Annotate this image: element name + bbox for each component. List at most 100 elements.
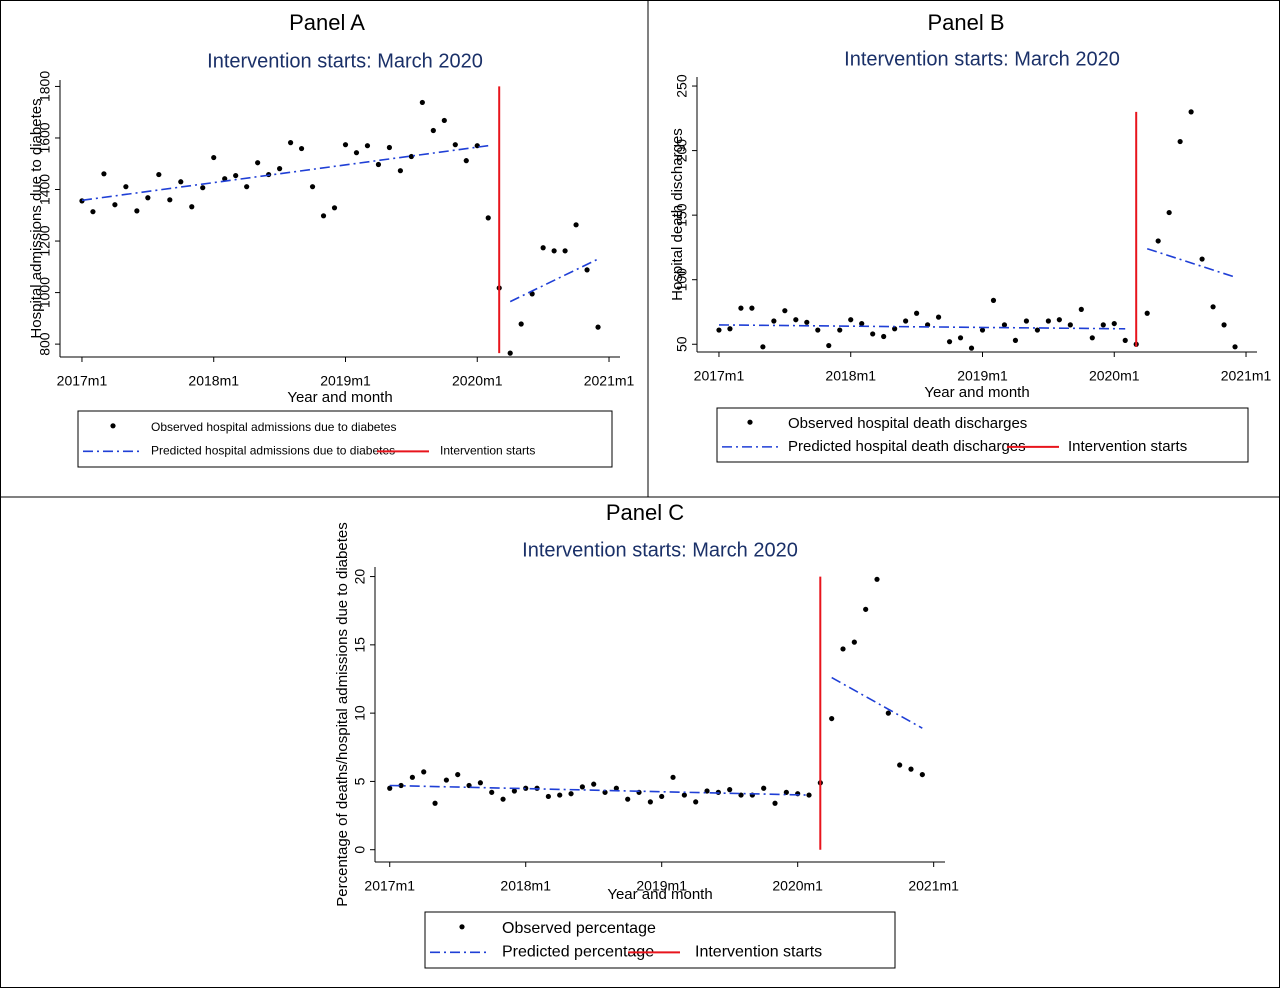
legend-marker: [459, 924, 465, 930]
y-tick-label: 800: [37, 332, 53, 356]
observed-point: [782, 308, 788, 314]
y-tick-label: 150: [674, 203, 690, 227]
observed-point: [1023, 318, 1030, 324]
x-tick-label: 2020m1: [452, 373, 503, 389]
observed-point: [892, 326, 898, 332]
observed-point: [455, 771, 461, 778]
observed-point: [1089, 335, 1095, 341]
observed-point: [529, 291, 535, 297]
observed-point: [625, 796, 631, 802]
observed-point: [90, 209, 96, 215]
observed-point: [859, 320, 865, 327]
observed-point: [783, 789, 789, 795]
observed-point: [375, 161, 382, 168]
observed-point: [670, 774, 676, 780]
observed-point: [178, 179, 184, 185]
observed-point: [760, 344, 766, 350]
subtitle: Intervention starts: March 2020: [207, 50, 483, 72]
observed-point: [211, 154, 217, 161]
observed-point: [1001, 322, 1008, 328]
x-tick-label: 2019m1: [957, 368, 1008, 384]
observed-point: [463, 158, 469, 164]
observed-point: [659, 793, 665, 800]
observed-point: [112, 202, 118, 208]
x-axis-label: Year and month: [924, 384, 1029, 401]
legend-label: Observed percentage: [502, 920, 656, 937]
observed-point: [511, 788, 517, 794]
observed-point: [518, 321, 524, 327]
observed-point: [613, 785, 619, 791]
y-axis-label: Percentage of deaths/hospital admissions…: [334, 522, 351, 906]
observed-point: [419, 99, 425, 106]
observed-point: [716, 327, 722, 333]
observed-point: [562, 248, 568, 254]
observed-point: [1078, 306, 1084, 312]
observed-point: [957, 335, 964, 341]
observed-point: [398, 782, 404, 789]
observed-point: [485, 215, 491, 221]
observed-point: [919, 771, 925, 778]
y-axis-label: Hospital admissions due to diabetes: [28, 98, 45, 338]
predicted-line: [509, 258, 599, 303]
observed-point: [1067, 322, 1073, 328]
subtitle: Intervention starts: March 2020: [522, 539, 798, 561]
y-tick-label: 50: [674, 336, 690, 352]
observed-point: [1199, 256, 1205, 262]
observed-point: [1034, 327, 1040, 333]
observed-point: [874, 576, 880, 582]
observed-point: [848, 317, 854, 323]
observed-point: [1056, 317, 1062, 323]
observed-point: [903, 318, 909, 324]
observed-point: [591, 781, 597, 787]
observed-point: [557, 792, 563, 798]
panel-title: Panel C: [606, 500, 684, 525]
y-tick-label: 1200: [37, 225, 53, 256]
panel-title: Panel A: [289, 10, 365, 35]
legend-box: [716, 407, 1249, 463]
predicted-line: [718, 324, 1126, 330]
observed-point: [863, 606, 869, 612]
observed-point: [545, 793, 551, 800]
x-tick-label: 2019m1: [636, 878, 687, 894]
legend-marker: [110, 423, 116, 429]
observed-point: [320, 213, 327, 219]
y-tick-label: 0: [352, 846, 368, 854]
y-tick-label: 200: [674, 139, 690, 163]
x-tick-label: 2019m1: [320, 373, 371, 389]
x-tick-label: 2017m1: [694, 368, 745, 384]
observed-point: [244, 184, 250, 190]
observed-point: [584, 267, 590, 273]
subtitle: Intervention starts: March 2020: [844, 48, 1120, 70]
y-tick-label: 1800: [37, 71, 53, 102]
observed-point: [489, 789, 495, 795]
observed-point: [1111, 320, 1117, 327]
panel-title: Panel B: [927, 10, 1004, 35]
observed-point: [342, 142, 349, 148]
observed-point: [156, 171, 162, 178]
observed-point: [881, 333, 887, 340]
predicted-line: [831, 676, 923, 729]
observed-point: [1155, 238, 1161, 244]
observed-point: [885, 710, 891, 716]
observed-point: [387, 785, 393, 791]
observed-point: [829, 715, 835, 722]
y-tick-label: 1600: [37, 122, 53, 153]
observed-point: [1045, 318, 1051, 324]
observed-point: [277, 166, 283, 172]
observed-point: [806, 792, 812, 798]
observed-point: [804, 319, 810, 325]
observed-point: [647, 799, 653, 805]
observed-point: [1100, 322, 1106, 328]
observed-point: [595, 324, 601, 330]
observed-point: [443, 777, 449, 783]
observed-point: [364, 143, 371, 149]
observed-point: [815, 327, 821, 333]
observed-point: [386, 144, 393, 151]
legend-label: Predicted percentage: [502, 944, 654, 961]
observed-point: [908, 766, 914, 772]
observed-point: [1177, 138, 1183, 145]
observed-point: [477, 780, 483, 786]
predicted-line: [389, 784, 810, 796]
observed-point: [826, 342, 832, 349]
